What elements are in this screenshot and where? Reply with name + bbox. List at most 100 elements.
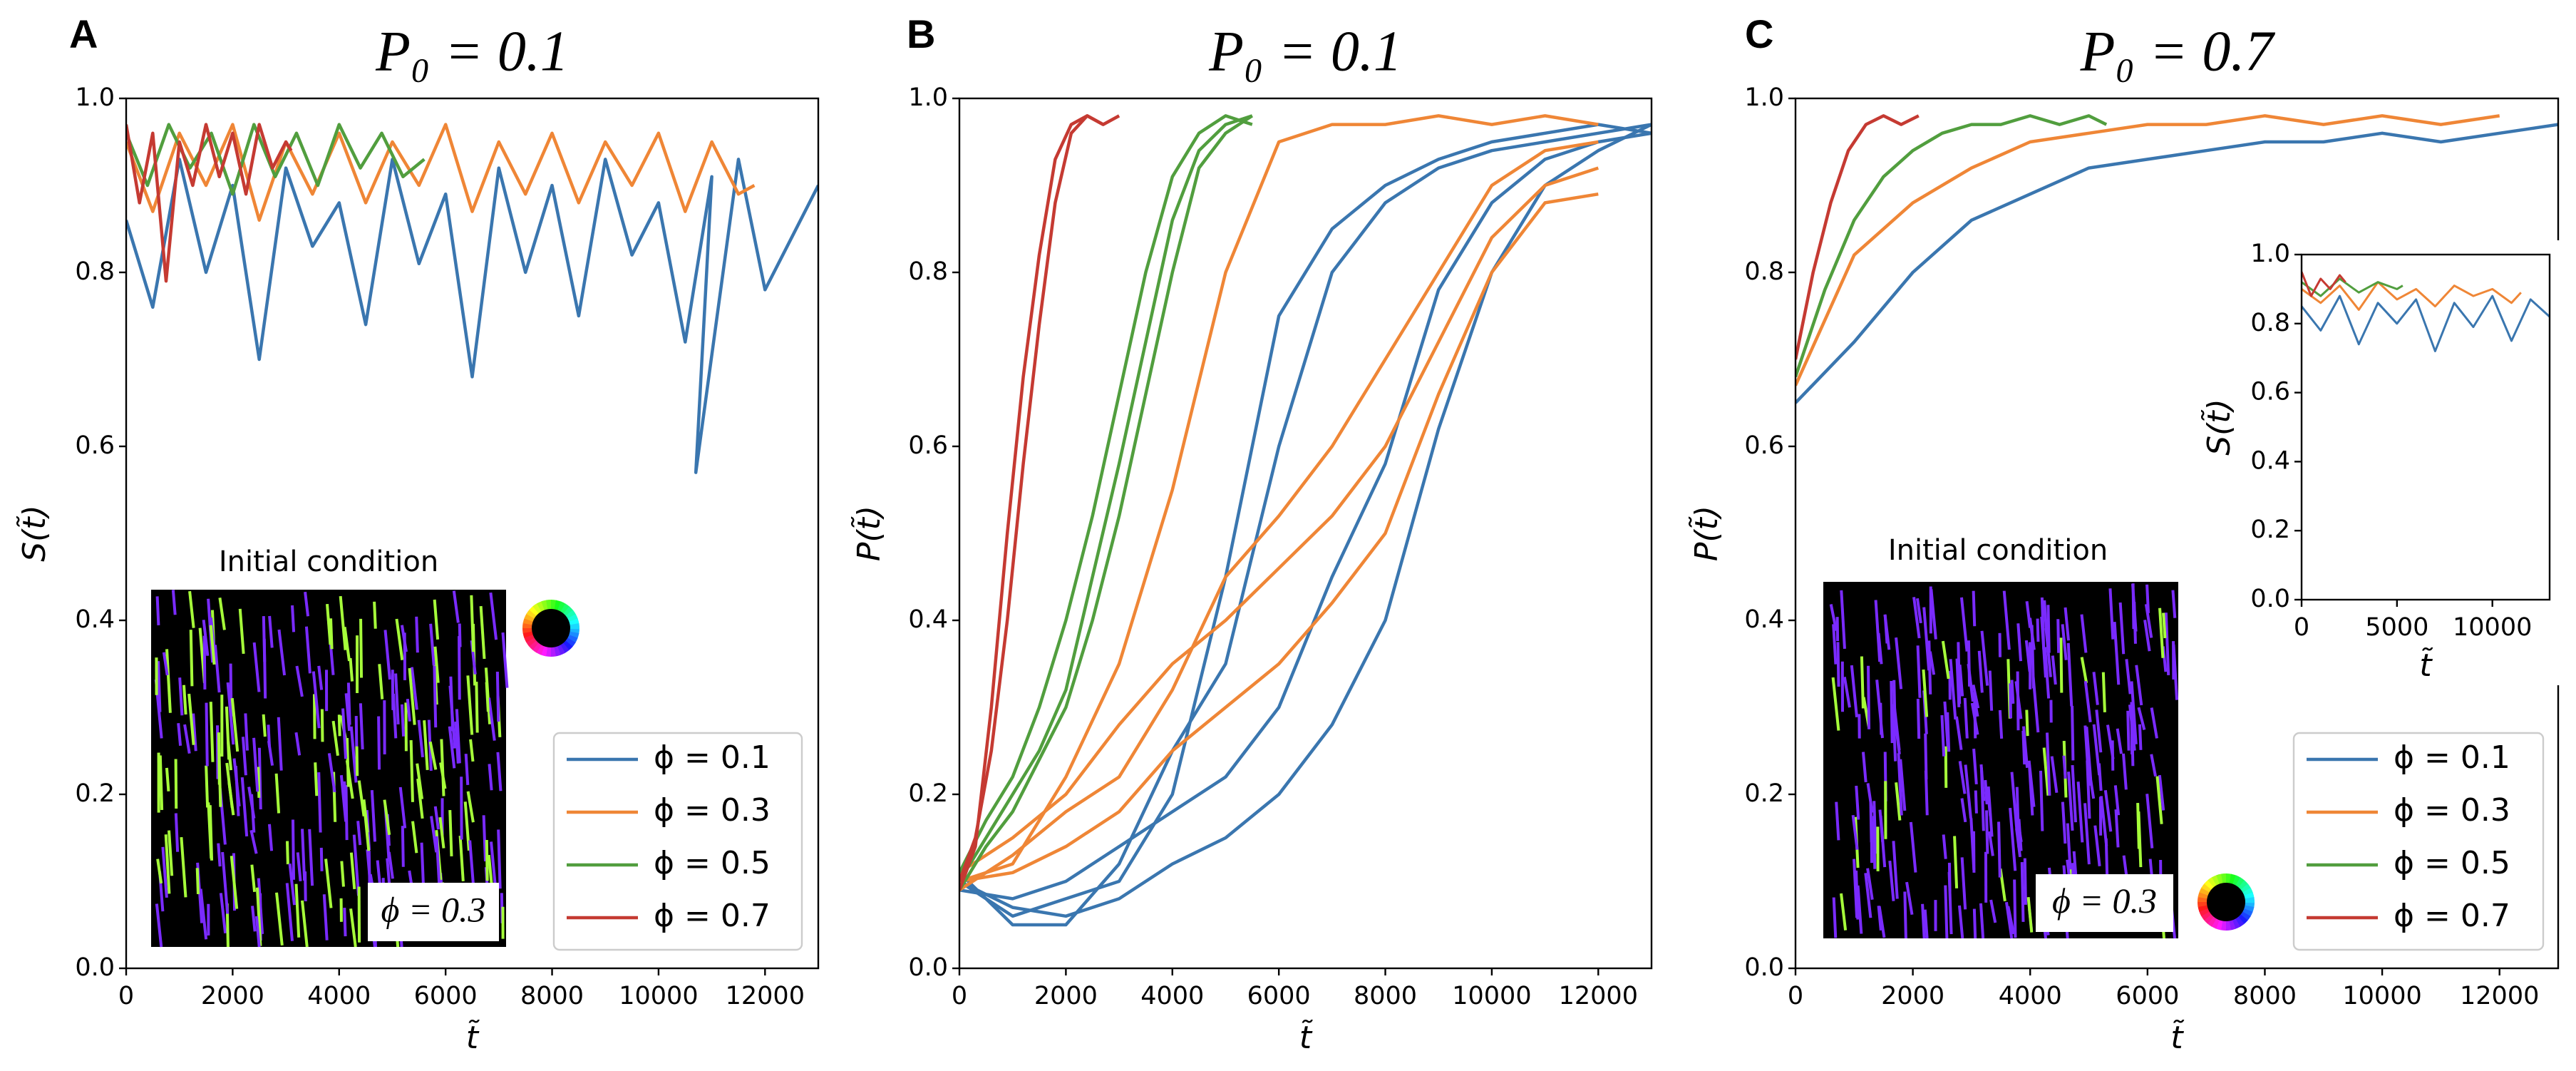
domain-dash — [275, 892, 284, 946]
domain-dash — [324, 859, 333, 908]
domain-dash — [485, 682, 490, 712]
y-tick-label: 0.6 — [1744, 431, 1784, 460]
domain-dash — [2125, 659, 2132, 695]
domain-dash — [161, 846, 168, 898]
domain-dash — [433, 646, 440, 683]
domain-dash — [1998, 709, 2004, 739]
domain-dash — [464, 754, 470, 785]
domain-dash — [226, 682, 235, 745]
legend-label: ϕ = 0.7 — [654, 898, 771, 934]
domain-dash — [2135, 665, 2143, 706]
x-tick-label: 12000 — [1559, 982, 1638, 1010]
inset-label: ϕ = 0.3 — [381, 889, 485, 929]
domain-dash — [240, 777, 249, 837]
domain-dash — [209, 702, 215, 762]
domain-dash — [352, 834, 361, 896]
domain-dash — [178, 677, 184, 716]
domain-dash — [2171, 590, 2177, 618]
domain-dash — [2083, 803, 2091, 865]
domain-dash — [1892, 841, 1899, 899]
domain-dash — [313, 694, 316, 739]
domain-dash — [1947, 862, 1952, 892]
y-tick-label: 1.0 — [75, 83, 115, 112]
domain-dash — [1979, 767, 1985, 831]
line-series — [959, 131, 1652, 901]
x-tick-label: 5000 — [2365, 613, 2428, 642]
domain-dash — [2014, 681, 2023, 719]
domain-dash — [262, 714, 267, 737]
domain-dash — [341, 708, 348, 759]
domain-dash — [343, 908, 347, 937]
domain-dash — [157, 661, 162, 712]
inset-background — [2195, 240, 2564, 685]
domain-dash — [416, 763, 424, 799]
domain-dash — [322, 894, 329, 941]
x-tick-label: 10000 — [1452, 982, 1531, 1010]
axes-frame — [958, 97, 1653, 970]
domain-dash — [2164, 613, 2170, 676]
domain-dash — [433, 599, 440, 640]
domain-dash — [488, 697, 496, 741]
domain-dash — [294, 732, 302, 756]
domain-dash — [208, 805, 214, 861]
line-series — [2302, 271, 2346, 297]
domain-dash — [496, 752, 503, 791]
domain-dash — [300, 900, 309, 948]
domain-dash — [2009, 807, 2017, 871]
domain-dash — [320, 709, 324, 742]
line-series — [959, 114, 1599, 883]
domain-dash — [349, 852, 356, 890]
domain-dash — [1877, 632, 1883, 665]
domain-dash — [2113, 622, 2121, 685]
domain-dash — [420, 842, 425, 886]
domain-dash — [1899, 759, 1907, 811]
x-tick-label: 2000 — [1881, 982, 1944, 1010]
domain-dash — [469, 739, 475, 762]
line-series — [1796, 114, 1920, 360]
x-tick-label: 12000 — [726, 982, 805, 1010]
domain-dash — [2085, 727, 2093, 779]
domain-dash — [2071, 764, 2077, 823]
domain-dash — [285, 883, 294, 941]
domain-dash — [2104, 838, 2109, 881]
domain-dash — [2083, 725, 2091, 786]
domain-dash — [1953, 836, 1959, 888]
domain-dash — [1958, 761, 1967, 794]
domain-dash — [2122, 753, 2128, 790]
x-tick-label: 0 — [118, 982, 134, 1010]
domain-dash — [2056, 619, 2061, 653]
domain-dash — [241, 737, 247, 776]
domain-dash — [1840, 590, 1846, 649]
domain-dash — [1909, 821, 1917, 873]
domain-dash — [155, 903, 163, 948]
domain-dash — [230, 697, 239, 752]
domain-dash — [1959, 597, 1969, 652]
domain-dash — [1912, 597, 1921, 639]
domain-dash — [267, 824, 274, 851]
domain-dash — [252, 737, 259, 792]
domain-dash — [485, 839, 489, 881]
inset-title: Initial condition — [1888, 534, 2108, 567]
domain-dash — [406, 698, 411, 722]
domain-dash — [2097, 763, 2103, 791]
y-tick-label: 0.2 — [2250, 516, 2290, 544]
domain-dash — [344, 693, 351, 732]
line-series — [126, 123, 756, 222]
domain-dash — [301, 829, 306, 881]
domain-dash — [2036, 618, 2040, 642]
x-tick-label: 8000 — [1354, 982, 1417, 1010]
domain-dash — [296, 852, 302, 882]
legend-label: ϕ = 0.5 — [2394, 845, 2510, 881]
domain-dash — [2133, 602, 2137, 644]
domain-dash — [2066, 642, 2073, 707]
domain-dash — [288, 863, 297, 906]
domain-dash — [2138, 724, 2143, 750]
line-series — [959, 114, 1254, 891]
domain-dash — [1944, 885, 1949, 939]
domain-dash — [449, 676, 455, 732]
domain-dash — [2158, 608, 2165, 658]
domain-dash — [1916, 698, 1921, 739]
domain-dash — [1890, 680, 1894, 744]
domain-dash — [1866, 783, 1874, 813]
